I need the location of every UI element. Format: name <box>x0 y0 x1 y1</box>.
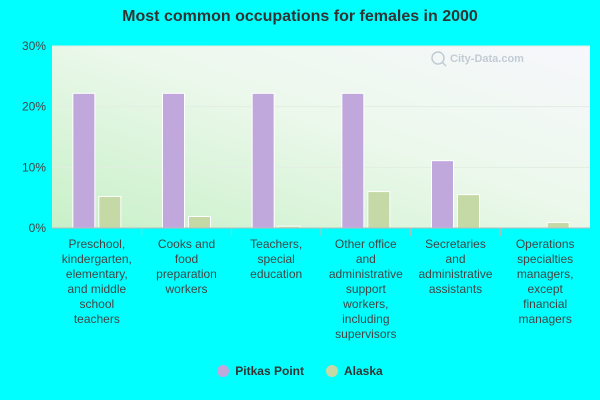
legend: Pitkas Point Alaska <box>0 364 600 378</box>
bar-pitkas-point <box>431 160 454 229</box>
legend-swatch <box>217 365 230 377</box>
y-tick-label: 20% <box>22 100 46 114</box>
bar-alaska <box>98 195 122 229</box>
legend-item: Pitkas Point <box>217 364 304 378</box>
category-label: Teachers, special education <box>250 237 302 281</box>
bar-alaska <box>367 191 391 229</box>
chart-title: Most common occupations for females in 2… <box>122 8 478 25</box>
bar-pitkas-point <box>251 92 275 229</box>
category-label: Secretaries and administrative assistants <box>418 237 492 296</box>
watermark-text: City-Data.com <box>450 53 524 65</box>
y-tick-label: 10% <box>22 160 46 174</box>
bar-pitkas-point <box>341 92 365 229</box>
bar-pitkas-point <box>72 92 96 229</box>
bar-alaska <box>457 194 480 229</box>
legend-label: Alaska <box>343 364 383 378</box>
bar-alaska <box>188 215 211 229</box>
category-label: Operations specialties managers, except fina… <box>516 237 575 326</box>
legend-item: Alaska <box>325 364 383 378</box>
category-label: Other office and administrative support work… <box>329 237 403 341</box>
y-tick-label: 30% <box>22 39 46 53</box>
plot-area <box>52 46 590 228</box>
bar-alaska <box>546 222 570 229</box>
watermark: City-Data.com <box>431 51 524 67</box>
bar-pitkas-point <box>162 92 185 229</box>
y-tick-label: 0% <box>29 221 47 235</box>
category-label: Cooks and food preparation workers <box>156 237 217 296</box>
legend-label: Pitkas Point <box>235 364 304 378</box>
legend-swatch <box>325 365 338 377</box>
category-label: Preschool, kindergarten, elementary, and mi… <box>62 237 132 326</box>
